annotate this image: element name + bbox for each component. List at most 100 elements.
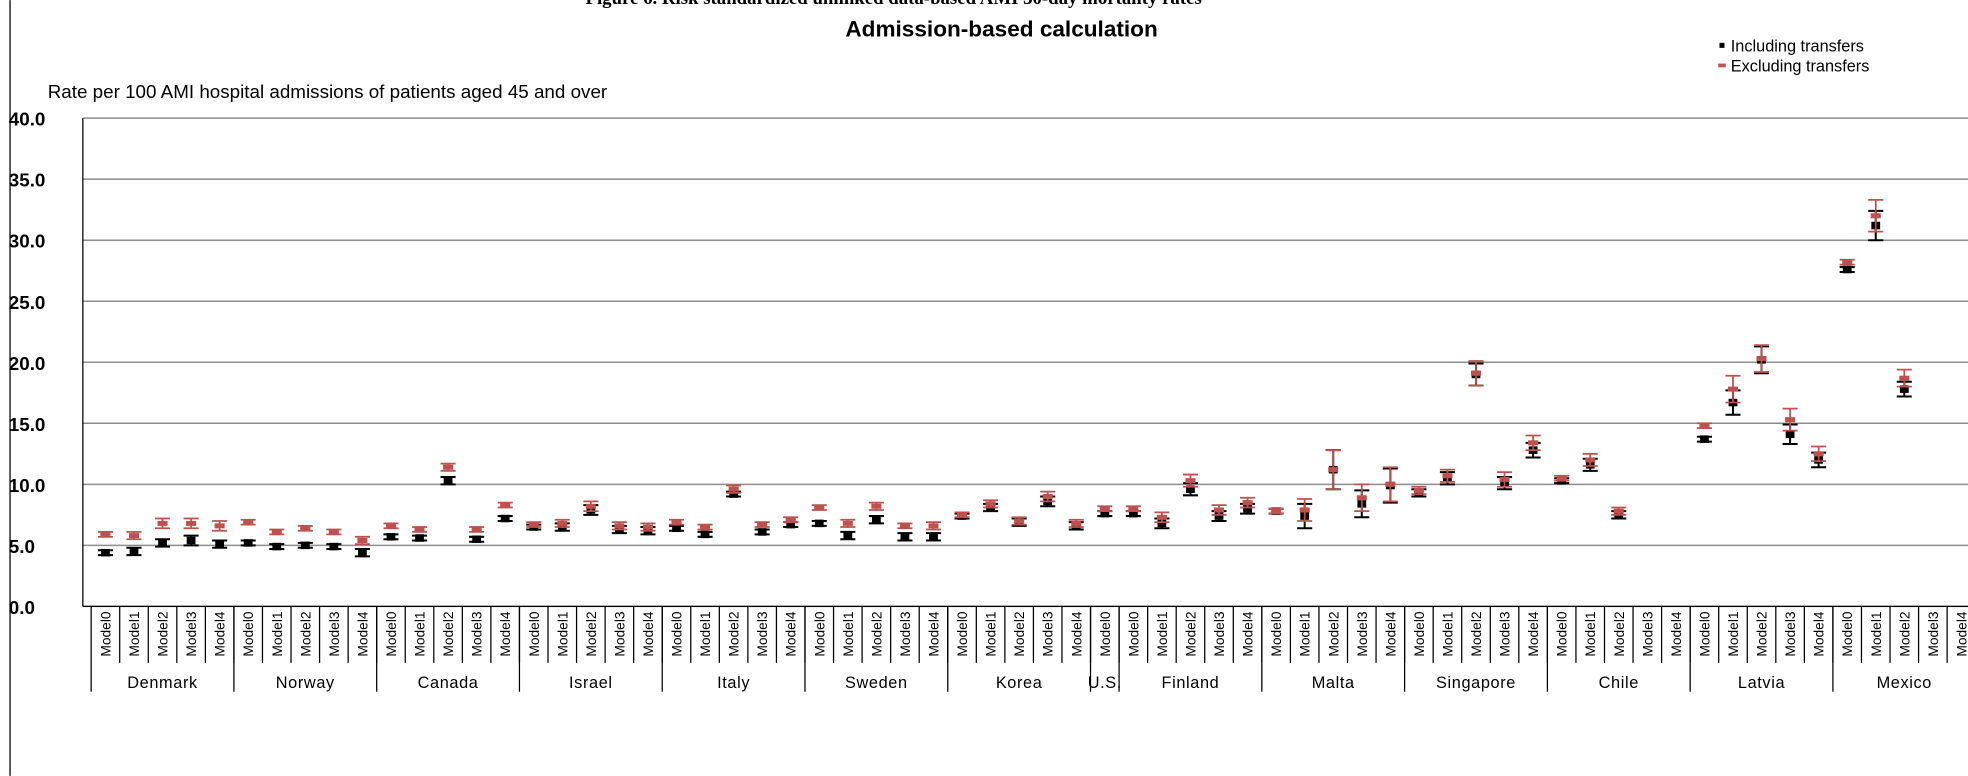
x-tick-label: Model2 <box>441 611 456 656</box>
marker <box>443 476 453 485</box>
x-tick-label: Model0 <box>1126 611 1141 657</box>
group-label: U.S. <box>1088 674 1122 692</box>
y-tick-label: 10.0 <box>9 475 46 496</box>
x-tick-label: Model2 <box>1612 611 1627 656</box>
marker <box>100 531 111 537</box>
marker <box>101 548 110 557</box>
marker <box>1185 478 1196 484</box>
x-tick-label: Model4 <box>784 611 799 657</box>
x-tick-label: Model2 <box>1326 611 1341 656</box>
marker <box>985 501 996 507</box>
marker <box>300 525 311 531</box>
marker <box>1100 509 1110 518</box>
group-label: Israel <box>569 674 613 692</box>
x-tick-label: Model3 <box>1041 611 1056 657</box>
y-axis-label: Rate per 100 AMI hospital admissions of … <box>48 81 608 102</box>
marker <box>328 529 339 535</box>
marker <box>1328 467 1339 473</box>
group-label: Korea <box>996 674 1043 692</box>
marker <box>500 502 511 508</box>
marker <box>1842 259 1853 265</box>
marker <box>215 540 225 548</box>
marker <box>614 523 625 529</box>
x-tick-label: Model1 <box>841 611 856 656</box>
marker <box>1442 473 1453 479</box>
marker <box>128 533 140 539</box>
marker <box>700 524 711 530</box>
x-tick-label: Model4 <box>1241 611 1256 657</box>
marker <box>585 503 596 509</box>
marker <box>1299 507 1310 513</box>
marker <box>785 517 796 523</box>
chart-title: Figure 6. Risk standardized unlinked dat… <box>585 0 1201 9</box>
marker <box>642 524 653 530</box>
marker <box>1727 386 1739 392</box>
marker <box>957 512 968 518</box>
marker <box>186 520 197 526</box>
marker <box>386 533 396 541</box>
x-tick-label: Model1 <box>1440 611 1455 656</box>
marker <box>557 520 568 526</box>
x-tick-label: Model0 <box>670 611 685 657</box>
marker <box>1014 518 1025 524</box>
x-tick-label: Model4 <box>1812 611 1827 657</box>
legend-marker <box>1719 42 1725 48</box>
y-tick-label: 25.0 <box>9 292 46 313</box>
marker <box>1243 504 1252 513</box>
marker <box>871 515 881 524</box>
marker <box>443 464 454 470</box>
marker <box>1385 481 1396 487</box>
x-tick-label: Model2 <box>1755 611 1770 656</box>
x-tick-label: Model1 <box>270 611 285 656</box>
marker <box>1242 500 1253 506</box>
marker <box>1214 512 1224 520</box>
x-tick-label: Model4 <box>355 611 370 657</box>
marker <box>1071 520 1082 526</box>
x-tick-label: Model0 <box>1697 611 1712 657</box>
marker <box>1213 507 1225 513</box>
marker <box>871 503 882 509</box>
marker <box>157 520 168 526</box>
marker <box>385 523 396 529</box>
x-tick-label: Model1 <box>413 611 428 656</box>
x-tick-label: Model0 <box>1555 611 1570 657</box>
marker <box>1870 213 1881 219</box>
y-tick-label: 35.0 <box>9 170 46 191</box>
x-tick-label: Model2 <box>1469 611 1484 656</box>
marker <box>471 526 482 533</box>
marker <box>1042 494 1053 500</box>
marker <box>1556 475 1567 481</box>
marker <box>786 520 796 529</box>
marker <box>1271 508 1282 514</box>
marker <box>271 529 282 535</box>
marker <box>1128 506 1139 512</box>
x-tick-label: Model3 <box>1212 611 1227 657</box>
group-label: Mexico <box>1877 674 1932 692</box>
y-tick-label: 30.0 <box>9 231 46 252</box>
x-tick-label: Model4 <box>1069 611 1084 657</box>
marker <box>900 533 910 541</box>
x-tick-label: Model3 <box>1783 611 1798 657</box>
x-tick-label: Model3 <box>1498 611 1513 657</box>
x-tick-label: Model3 <box>898 611 913 657</box>
group-label: Singapore <box>1436 674 1516 692</box>
marker <box>1186 485 1195 493</box>
x-tick-label: Model0 <box>527 611 542 657</box>
x-tick-label: Model0 <box>1412 611 1427 657</box>
group-label: Finland <box>1162 674 1220 692</box>
x-tick-label: Model2 <box>156 611 171 656</box>
marker <box>672 524 681 533</box>
marker <box>1842 265 1852 274</box>
marker <box>814 505 825 511</box>
chart-subtitle: Admission-based calculation <box>845 17 1157 42</box>
y-tick-label: 5.0 <box>9 536 35 557</box>
x-tick-label: Model4 <box>641 611 656 657</box>
marker <box>329 542 339 551</box>
marker <box>472 535 482 544</box>
x-tick-label: Model2 <box>1183 611 1198 656</box>
marker <box>414 526 425 533</box>
legend-label: Excluding transfers <box>1731 58 1870 76</box>
marker <box>129 547 139 556</box>
marker <box>272 542 282 551</box>
